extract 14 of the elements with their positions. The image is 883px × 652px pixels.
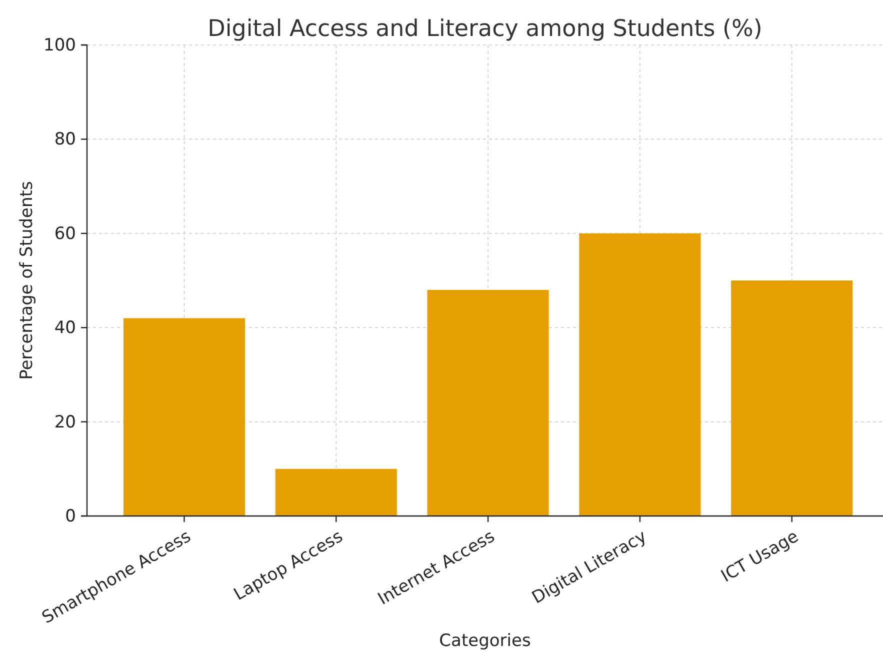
bar (275, 468, 397, 516)
y-axis-title: Percentage of Students (17, 181, 37, 380)
bar (427, 290, 549, 516)
y-tick-label: 100 (44, 35, 76, 56)
chart-title: Digital Access and Literacy among Students (%) (208, 16, 762, 42)
y-tick-label: 80 (54, 130, 76, 150)
y-tick-label: 20 (54, 412, 76, 432)
y-tick-label: 40 (54, 318, 76, 338)
bar (731, 280, 853, 516)
bar (123, 318, 245, 516)
y-tick-label: 60 (54, 224, 76, 244)
bar (579, 233, 701, 516)
y-tick-label: 0 (65, 506, 76, 526)
x-axis-title: Categories (439, 631, 531, 651)
